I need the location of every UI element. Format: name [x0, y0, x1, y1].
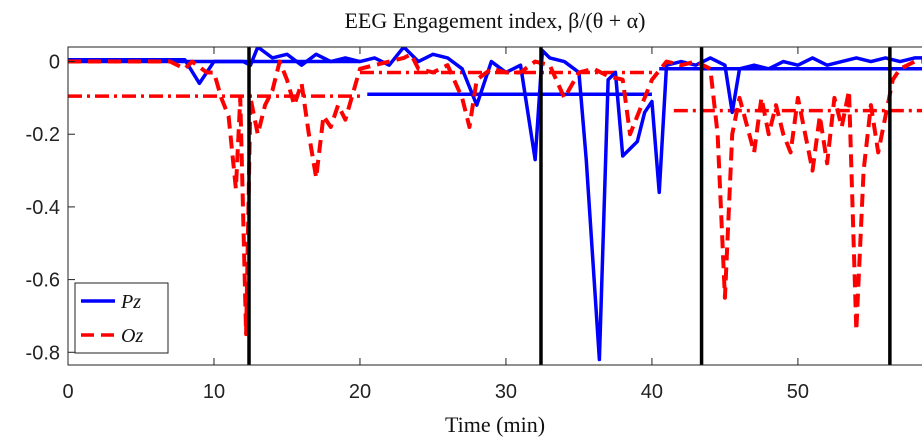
x-tick-label: 30: [495, 381, 517, 403]
y-tick-label: -0.6: [26, 270, 60, 292]
x-axis-label: Time (min): [445, 412, 545, 437]
y-tick-label: -0.8: [26, 342, 60, 364]
legend-label: Pz: [120, 291, 141, 313]
axis-frame: [67, 46, 922, 366]
chart-title: EEG Engagement index, β/(θ + α): [344, 8, 645, 33]
x-tick-label: 40: [641, 381, 663, 403]
y-tick-label: 0: [49, 52, 60, 74]
y-tick-label: -0.4: [26, 197, 60, 219]
x-tick-label: 20: [349, 381, 371, 403]
x-tick-label: 10: [203, 381, 225, 403]
series-line: [68, 52, 922, 337]
axes: 0 10 20 30 40 50 0 -0.2 -0.4 -0.6 -0.8 Pz Oz: [26, 46, 922, 403]
legend-box: [74, 282, 169, 354]
y-tick-label: -0.2: [26, 124, 60, 146]
x-tick-label: 50: [787, 381, 809, 403]
legend-label: Oz: [121, 325, 143, 347]
x-tick-label: 0: [62, 381, 73, 403]
plot-area: [68, 47, 922, 365]
